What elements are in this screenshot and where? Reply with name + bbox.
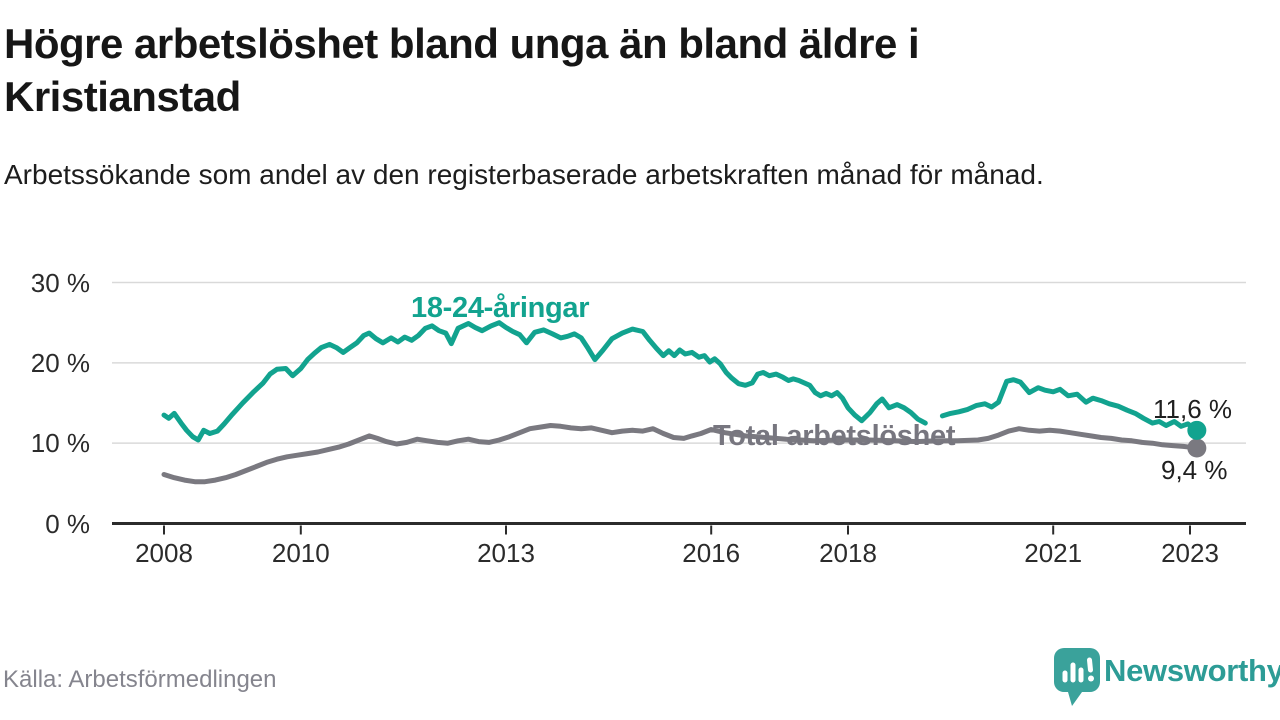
x-tick-label: 2010	[271, 538, 330, 568]
newsworthy-logo-text: Newsworthy	[1104, 653, 1280, 688]
x-tick-label: 2018	[819, 538, 877, 568]
source-note: Källa: Arbetsförmedlingen	[3, 666, 277, 693]
series-label-total: Total arbetslöshet	[713, 420, 956, 452]
x-tick-label: 2023	[1161, 538, 1219, 568]
page-title: Högre arbetslöshet bland unga än bland ä…	[4, 20, 920, 120]
end-value-label-total: 9,4 %	[1161, 455, 1228, 485]
page-subtitle: Arbetssökande som andel av den registerb…	[4, 159, 1044, 190]
newsworthy-logo: Newsworthy	[1054, 647, 1280, 707]
x-tick-label: 2021	[1024, 538, 1083, 568]
y-tick-label: 20 %	[30, 347, 90, 378]
x-tick-label: 2016	[682, 538, 741, 568]
y-tick-label: 10 %	[30, 428, 90, 459]
y-tick-label: 30 %	[30, 267, 90, 298]
y-tick-label: 0 %	[45, 508, 90, 539]
x-tick-label: 2013	[477, 538, 535, 568]
end-value-label-18-24: 11,6 %	[1153, 394, 1233, 424]
series-label-18-24: 18-24-åringar	[411, 292, 590, 324]
newsworthy-logo-icon	[1054, 648, 1100, 706]
x-tick-label: 2008	[135, 538, 193, 568]
